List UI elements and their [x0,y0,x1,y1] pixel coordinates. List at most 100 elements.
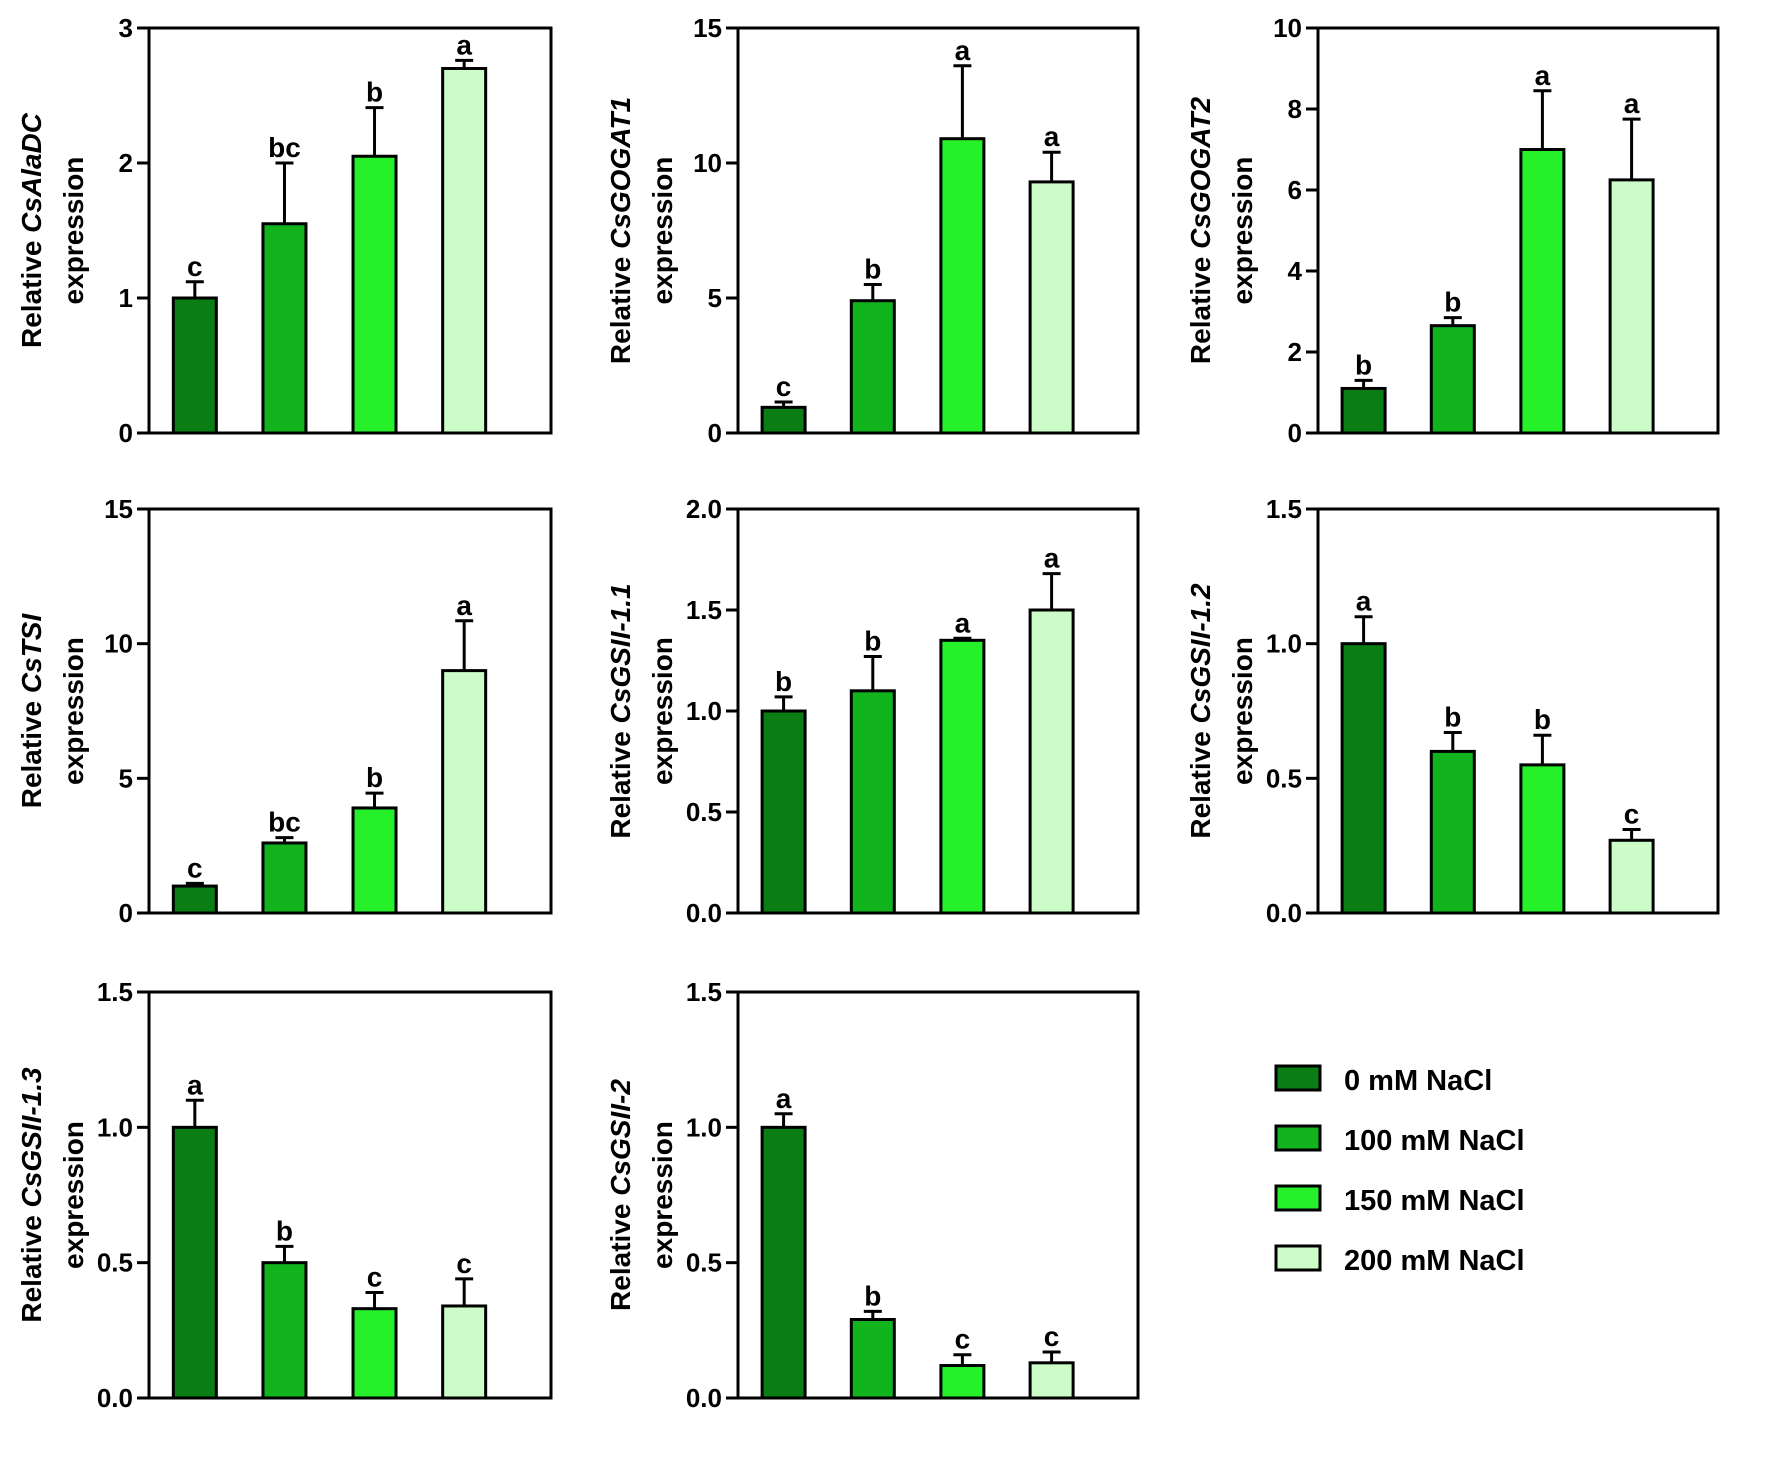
legend-label: 0 mM NaCl [1344,1065,1492,1097]
y-tick-label: 1.0 [1266,629,1302,659]
bar [171,884,218,915]
bar [261,1261,308,1400]
y-tick-label: 0.0 [686,1383,722,1413]
significance-label: b [1444,287,1461,318]
plot-frame [147,26,553,435]
y-tick-label: 10 [1273,13,1302,43]
y-tick-label: 4 [1288,256,1303,286]
plot-frame [1316,507,1720,915]
y-axis-label: Relative CsTSI [16,613,47,809]
y-axis-label-prefix: Relative [605,249,636,364]
significance-label: a [1624,88,1640,119]
significance-label: c [776,371,792,402]
significance-label: b [1534,704,1551,735]
plot-frame [736,26,1140,435]
significance-label: c [1624,799,1640,830]
y-axis-label-prefix: Relative [16,233,47,348]
y-tick-label: 1.5 [686,595,722,625]
significance-label: a [1044,543,1060,574]
y-tick-label: 0 [1288,418,1302,448]
significance-label: a [456,590,472,621]
y-axis-label-line2: expression [58,637,89,785]
bar [1340,642,1387,915]
significance-label: b [864,625,881,656]
y-axis-label-gene: CsGSII-1.3 [16,1067,47,1207]
y-tick-label: 0.5 [686,797,722,827]
significance-label: b [775,666,792,697]
bar [760,1125,807,1400]
significance-label: c [955,1324,971,1355]
chart-panel-csgsii-1-2: 0.0 0.5 1.0 1.5 Relative CsGSII-1.2 expressio… [1185,494,1720,928]
plot-frame [147,990,553,1400]
bar [441,67,488,435]
significance-label: a [776,1083,792,1114]
bar [261,841,308,915]
y-tick-label: 5 [708,283,722,313]
bar [351,154,398,435]
y-axis-label-line2: expression [58,157,89,305]
y-axis-label-prefix: Relative [1185,723,1216,838]
plot-frame [147,507,553,915]
significance-label: a [1044,121,1060,152]
significance-label: bc [268,132,301,163]
significance-label: b [366,762,383,793]
chart-panel-csgsii-2: 0.0 0.5 1.0 1.5 Relative CsGSII-2 expression a… [605,977,1140,1413]
y-tick-label: 0.0 [1266,898,1302,928]
bar [171,296,218,435]
plot-frame [736,990,1140,1400]
y-tick-label: 6 [1288,175,1302,205]
y-tick-label: 1.5 [1266,494,1302,524]
bar [1028,608,1075,915]
bar [1608,838,1655,915]
y-tick-label: 3 [119,13,133,43]
y-axis-label: Relative CsGSII-1.3 [16,1067,47,1323]
y-axis-label-prefix: Relative [16,693,47,808]
y-axis-label-gene: CsGSII-1.2 [1185,583,1216,723]
bar [351,806,398,915]
y-tick-label: 1.5 [97,977,133,1007]
legend: 0 mM NaCl 100 mM NaCl 150 mM NaCl 200 mM Na… [1274,1064,1525,1277]
bar [760,709,807,915]
y-axis-label-line2: expression [58,1121,89,1269]
chart-panel-csgsii-1-3: 0.0 0.5 1.0 1.5 Relative CsGSII-1.3 expressio… [16,977,553,1413]
y-axis-label: Relative CsGSII-2 [605,1079,636,1311]
y-tick-label: 0 [119,418,133,448]
y-tick-label: 15 [693,13,722,43]
bar [1519,148,1566,435]
chart-panel-csgogat2: 0 2 4 6 8 10 Relative CsGOGAT2 expression b b a a [1185,13,1720,448]
y-axis-label-line2: expression [1227,157,1258,305]
bar [1608,178,1655,435]
significance-label: c [367,1261,383,1292]
y-axis-label: Relative CsGSII-1.2 [1185,583,1216,839]
y-axis-label-gene: CsTSI [16,613,47,694]
significance-label: c [1044,1321,1060,1352]
y-tick-label: 0 [708,418,722,448]
bar [1028,180,1075,435]
y-tick-label: 0.5 [97,1248,133,1278]
legend-swatch [1274,1064,1322,1092]
chart-panel-csgogat1: 0 5 10 15 Relative CsGOGAT1 expression c b a a [605,13,1140,448]
significance-label: a [1535,60,1551,91]
y-tick-label: 8 [1288,94,1302,124]
bar [760,405,807,435]
y-tick-label: 2 [1288,337,1302,367]
significance-label: a [1356,586,1372,617]
y-axis-label-prefix: Relative [605,723,636,838]
y-axis-label-gene: CsGSII-2 [605,1079,636,1196]
bar [1429,324,1476,435]
legend-swatch [1274,1184,1322,1212]
y-tick-label: 1.0 [686,696,722,726]
significance-label: a [955,607,971,638]
legend-label: 100 mM NaCl [1344,1125,1525,1157]
bar [1429,749,1476,915]
bar [849,689,896,915]
y-axis-label-line2: expression [647,157,678,305]
bar [939,638,986,915]
y-axis-label-gene: CsGSII-1.1 [605,583,636,723]
y-tick-label: 2 [119,148,133,178]
chart-panel-csaladc: 0 1 2 3 Relative CsAlaDC expression c bc b a [16,13,553,448]
chart-panel-cstsi: 0 5 10 15 Relative CsTSI expression c bc b a [16,494,553,928]
significance-label: c [187,852,203,883]
bar [1340,386,1387,435]
significance-label: a [955,35,971,66]
